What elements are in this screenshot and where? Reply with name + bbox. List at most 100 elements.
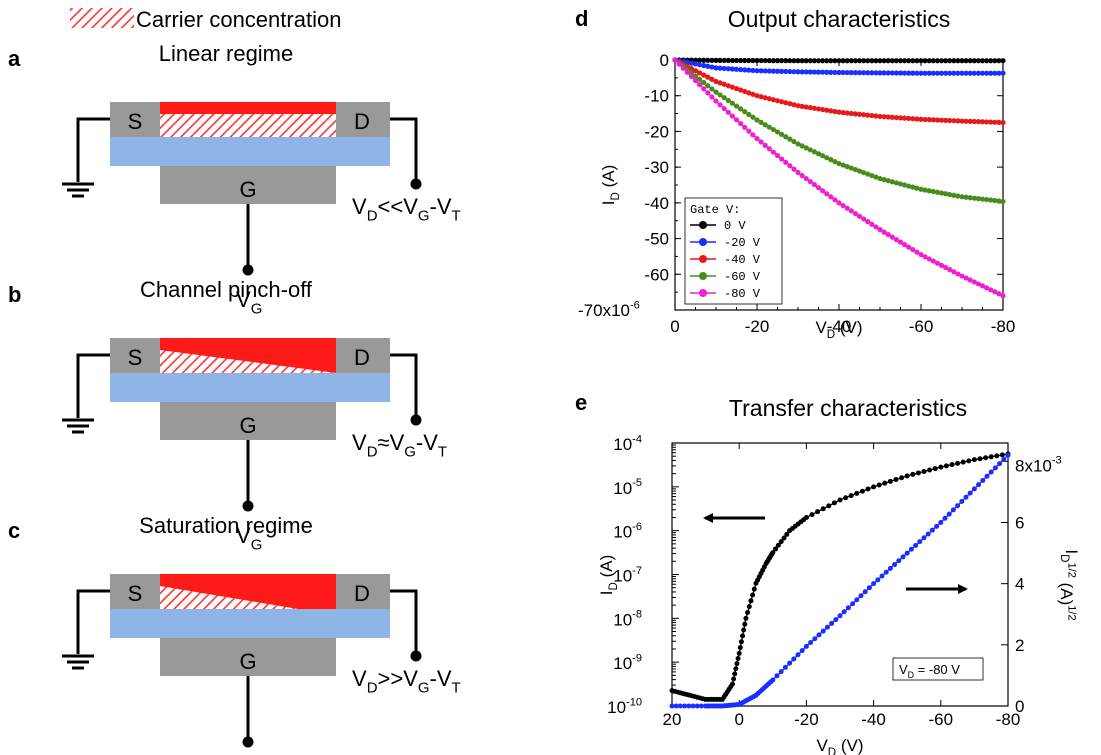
legend-swatch-marker <box>699 272 707 280</box>
data-point <box>980 477 986 483</box>
data-point <box>815 185 822 191</box>
chart-e-ylabel-left-part: I <box>597 591 616 596</box>
data-point <box>885 70 891 76</box>
data-point <box>742 88 748 95</box>
data-point <box>918 70 924 76</box>
data-point <box>820 628 826 634</box>
data-point <box>705 74 711 80</box>
dielectric-layer <box>110 137 390 166</box>
source-electrode <box>110 102 160 137</box>
drain-condition-label-part: G <box>418 208 430 225</box>
data-point <box>871 484 877 490</box>
data-point <box>808 640 814 646</box>
legend-entry: 0 V <box>724 219 746 233</box>
data-point <box>738 87 744 93</box>
data-point <box>992 289 998 295</box>
data-point <box>741 627 747 633</box>
data-point <box>918 186 924 192</box>
data-point <box>729 66 736 72</box>
data-point <box>774 673 780 679</box>
data-point <box>824 624 830 630</box>
data-point <box>836 58 842 64</box>
data-point <box>791 69 797 75</box>
y-left-tick-label-part: -9 <box>632 653 642 665</box>
y-left-tick-label: 10-8 <box>613 609 642 630</box>
drain-terminal <box>410 178 422 190</box>
data-point <box>779 58 785 64</box>
data-point <box>844 205 850 211</box>
drain-condition-label-part: -V <box>430 666 452 691</box>
data-point <box>983 455 989 461</box>
data-point <box>791 166 797 172</box>
data-point <box>824 58 830 64</box>
y-left-tick-label: 10-10 <box>607 696 642 717</box>
data-point <box>927 467 933 473</box>
data-point <box>876 482 882 488</box>
y-left-tick-label-part: -5 <box>632 477 642 489</box>
data-point <box>803 145 809 151</box>
data-point <box>992 197 998 204</box>
data-point <box>762 142 768 148</box>
data-point <box>824 69 830 75</box>
data-point <box>975 70 982 76</box>
data-point <box>963 58 969 64</box>
data-point <box>877 58 883 64</box>
data-point <box>721 105 727 112</box>
drain-condition-label: VD>>VG-VT <box>352 666 461 697</box>
data-point <box>994 453 1000 459</box>
gate-electrode <box>160 166 336 204</box>
x-tick-label: 0 <box>734 710 743 729</box>
data-point <box>729 84 736 90</box>
data-point <box>729 57 736 64</box>
data-point <box>896 558 902 564</box>
data-point <box>791 656 797 662</box>
data-point <box>967 195 973 201</box>
data-point <box>791 138 797 145</box>
y-tick-label: -40 <box>644 194 669 213</box>
data-point <box>858 593 864 599</box>
data-point <box>869 112 875 119</box>
y-right-tick-label: 2 <box>1015 636 1024 655</box>
data-point <box>758 139 764 145</box>
data-point <box>713 65 719 71</box>
chart-d-xlabel-part: D <box>827 329 835 341</box>
data-point <box>902 58 908 64</box>
data-point <box>938 520 944 526</box>
data-point <box>926 117 932 123</box>
data-point <box>871 581 877 587</box>
data-point <box>733 57 740 64</box>
data-point <box>922 254 928 260</box>
drain-condition-label-part: T <box>452 680 461 697</box>
data-point <box>750 132 756 138</box>
data-point <box>713 98 719 104</box>
data-point <box>713 57 719 63</box>
data-point <box>1000 293 1006 299</box>
y-right-tick-label-exp-part: 8x10 <box>1015 456 1052 475</box>
data-point <box>773 546 779 552</box>
data-point <box>910 247 916 253</box>
gate-voltage-label-part: G <box>251 537 263 554</box>
carrier-layer <box>160 114 336 137</box>
data-point <box>795 652 801 658</box>
annotation-label: VD = -80 V <box>899 662 960 680</box>
chart-e-xlabel-part: V <box>816 736 828 755</box>
chart-e-ylabel-right-part: 1/2 <box>1066 605 1078 620</box>
data-point <box>721 57 727 63</box>
data-point <box>750 114 756 120</box>
source-label: S <box>128 109 143 134</box>
chart-e-title: Transfer characteristics <box>729 395 967 421</box>
gate-electrode <box>160 638 336 676</box>
chart-d-title: Output characteristics <box>728 6 950 32</box>
data-point <box>925 531 931 537</box>
data-point <box>906 115 912 122</box>
data-point <box>840 69 846 76</box>
drain-condition-label-part: G <box>418 680 430 697</box>
series-log-current <box>669 451 1011 702</box>
carrier-legend-label: Carrier concentration <box>136 7 341 32</box>
data-point <box>988 58 994 64</box>
data-point <box>799 172 805 179</box>
data-point <box>915 470 921 476</box>
data-point <box>885 58 891 64</box>
